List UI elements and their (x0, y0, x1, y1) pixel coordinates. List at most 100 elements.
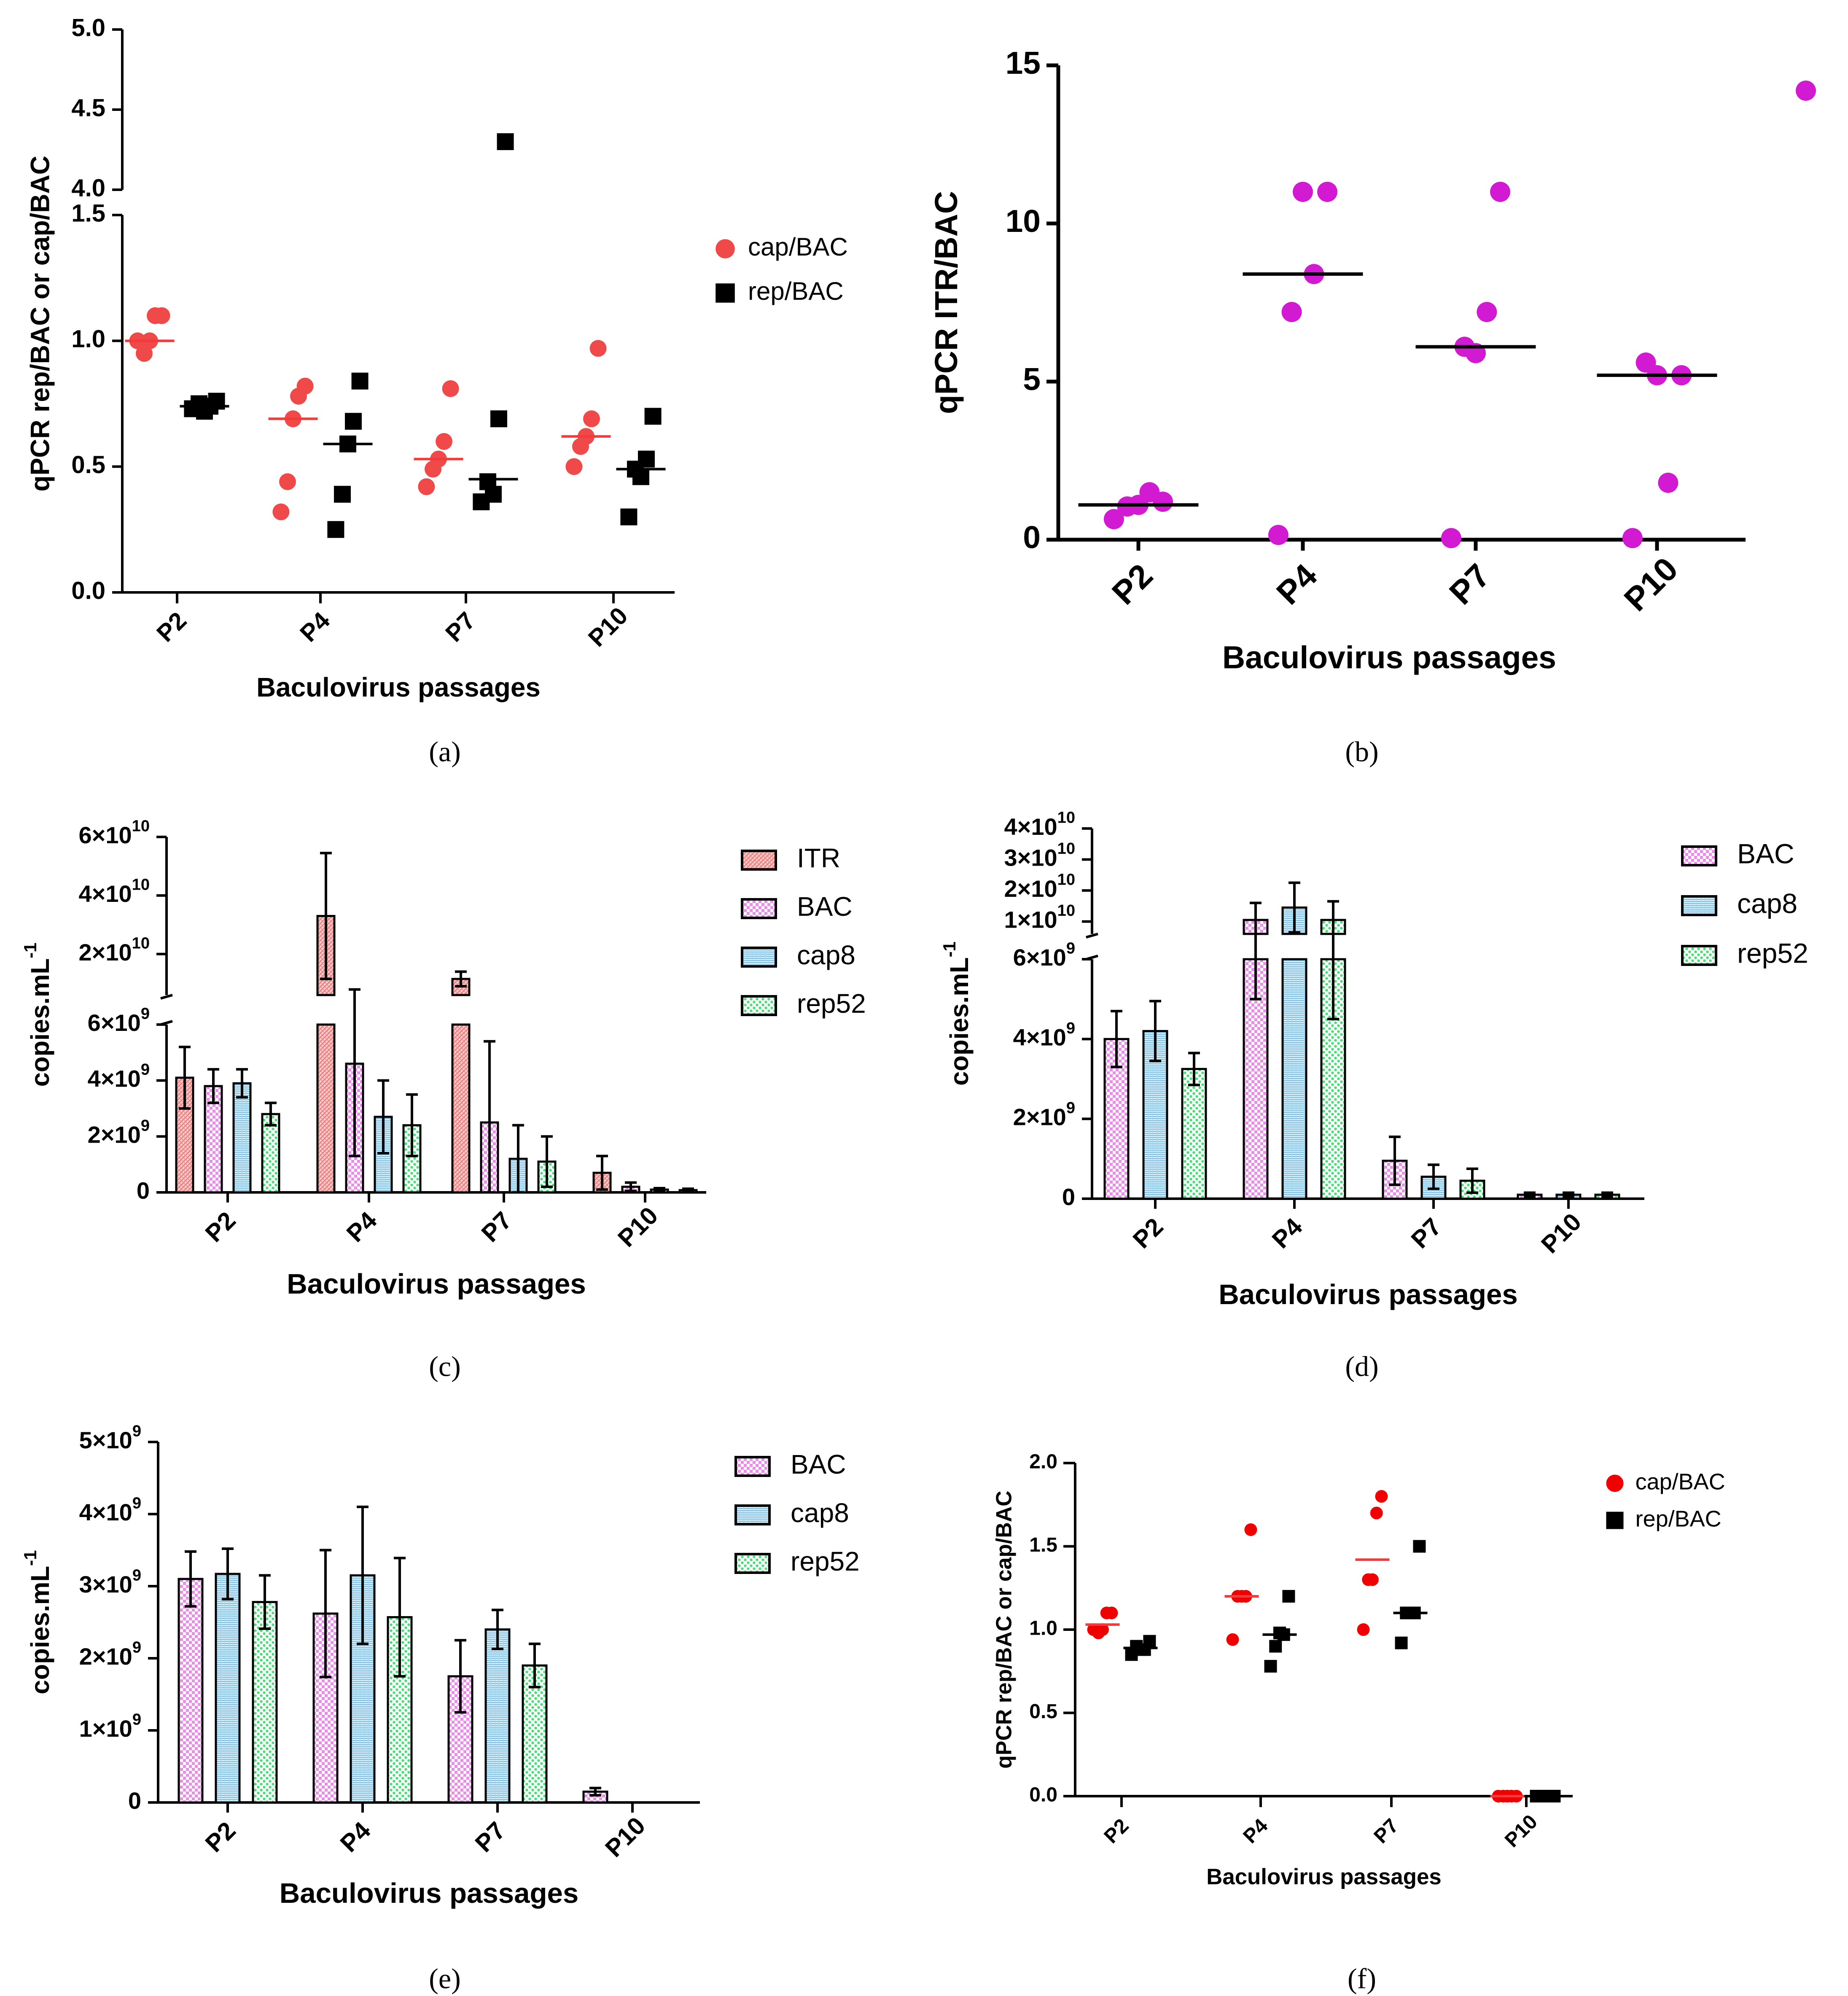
panel-caption: (f) (1348, 1963, 1376, 1995)
data-point-rep-BAC (644, 408, 662, 425)
data-point-cap-BAC (436, 433, 452, 450)
y-tick-label-base: 4×10 (79, 880, 132, 907)
y-tick-label: 2.0 (1029, 1451, 1057, 1473)
data-point-rep-BAC (620, 508, 638, 525)
x-tick-label: P4 (295, 607, 335, 647)
x-tick-label: P10 (613, 1202, 663, 1252)
data-point-rep-BAC (351, 372, 369, 390)
data-point-rep-BAC (1269, 1640, 1282, 1653)
bar-BAC (178, 1578, 204, 1804)
legend-swatch-cap8 (741, 947, 777, 968)
y-tick-label: 0 (137, 1177, 150, 1204)
data-point-cap-BAC (1100, 1606, 1113, 1619)
data-point-ITR-BAC (1441, 528, 1461, 549)
y-axis-title: copies.mL-1 (20, 943, 55, 1087)
data-point-cap-BAC (1375, 1490, 1388, 1503)
y-tick-label-exp: 9 (1066, 1020, 1075, 1037)
bar-ITR (316, 1023, 336, 1194)
panel-caption: (a) (429, 736, 460, 768)
y-tick-label-base: 1×10 (1004, 906, 1057, 933)
y-axis-title: qPCR rep/BAC or cap/BAC (26, 156, 55, 492)
legend-marker-rep-BAC (1606, 1512, 1624, 1529)
y-tick-label-base: 2×10 (79, 1643, 132, 1670)
data-point-cap-BAC (442, 380, 459, 397)
legend-label-BAC: BAC (797, 891, 853, 922)
legend-label-BAC: BAC (791, 1449, 846, 1480)
y-tick-label: 0.5 (71, 451, 105, 479)
legend-swatch-cap8 (1681, 895, 1717, 916)
y-tick-label-base: 0 (128, 1787, 141, 1814)
data-point-cap-BAC (1226, 1633, 1239, 1646)
legend-label-rep52: rep52 (1737, 937, 1808, 968)
x-tick-label: P7 (440, 607, 481, 647)
y-tick-label: 6×1010 (79, 818, 150, 848)
y-tick-label-base: 3×10 (1004, 844, 1057, 871)
x-tick-label: P10 (1617, 550, 1685, 618)
data-point-cap-BAC (136, 345, 153, 362)
x-axis-title: Baculovirus passages (280, 1878, 579, 1909)
y-tick-label-exp: 9 (141, 1061, 150, 1079)
data-point-cap-BAC (418, 478, 435, 495)
y-tick-label-exp: 9 (132, 1711, 141, 1729)
y-tick-label: 2×109 (88, 1117, 150, 1148)
y-axis-title-base: copies.mL (26, 958, 55, 1087)
legend-label-cap8: cap8 (791, 1498, 849, 1528)
data-point-rep-BAC (1413, 1540, 1426, 1553)
y-tick-label-exp: 10 (1057, 840, 1075, 858)
data-point-cap-BAC (1096, 1623, 1109, 1636)
x-tick-label: P7 (470, 1817, 511, 1858)
y-tick-label: 2×1010 (79, 934, 150, 965)
x-tick-label: P7 (1406, 1213, 1447, 1254)
y-tick-label-exp: 10 (1057, 809, 1075, 827)
x-tick-label: P10 (1501, 1810, 1542, 1852)
data-point-ITR-BAC (1658, 473, 1679, 493)
x-tick-label: P4 (1269, 557, 1324, 611)
y-tick-label-exp: 9 (141, 1117, 150, 1135)
y-axis-title: qPCR ITR/BAC (928, 191, 964, 414)
y-tick-label: 0 (128, 1787, 141, 1814)
y-tick-label-exp: 10 (1057, 871, 1075, 889)
bar-rep52 (252, 1601, 278, 1804)
y-tick-label: 0 (1023, 519, 1041, 555)
x-tick-label: P2 (1128, 1213, 1169, 1254)
y-tick-label-base: 4×10 (79, 1499, 132, 1525)
legend-label-BAC: BAC (1737, 838, 1794, 869)
data-point-ITR-BAC (1281, 302, 1302, 322)
data-point-rep-BAC (334, 486, 351, 503)
x-tick-label: P7 (1370, 1815, 1403, 1848)
data-point-rep-BAC (1264, 1660, 1277, 1673)
y-tick-label-base: 4×10 (1004, 813, 1057, 840)
y-tick-label: 4.5 (71, 94, 105, 121)
y-tick-label: 1.5 (71, 199, 105, 227)
data-point-ITR-BAC (1293, 182, 1313, 202)
y-tick-label: 3×1010 (1004, 840, 1076, 871)
data-point-rep-BAC (1395, 1636, 1408, 1649)
y-tick-label-exp: 9 (1066, 1099, 1075, 1117)
y-tick-label-exp: 9 (141, 1005, 150, 1023)
y-tick-label: 15 (1006, 45, 1041, 81)
data-point-cap-BAC (1244, 1523, 1257, 1536)
data-point-rep-BAC (345, 413, 362, 430)
panel-caption: (c) (429, 1350, 460, 1383)
y-tick-label: 4×109 (1013, 1020, 1075, 1050)
legend-label-ITR: ITR (797, 843, 840, 873)
x-tick-label: P2 (151, 607, 192, 647)
x-tick-label: P7 (476, 1207, 517, 1248)
data-point-cap-BAC (583, 410, 600, 428)
y-tick-label: 5 (1023, 361, 1041, 397)
data-point-cap-BAC (1357, 1623, 1370, 1636)
data-point-cap-BAC (565, 458, 583, 475)
data-point-rep-BAC (490, 410, 507, 428)
data-point-rep-BAC (497, 133, 514, 150)
legend-swatch-ITR (741, 850, 777, 871)
y-tick-label: 0.0 (1029, 1784, 1057, 1806)
y-tick-label: 2×109 (79, 1639, 141, 1670)
bar-cap8 (215, 1573, 241, 1804)
legend-swatch-cap8 (734, 1504, 771, 1525)
x-axis-title: Baculovirus passages (1219, 1279, 1518, 1310)
y-tick-label: 1.0 (1029, 1617, 1057, 1640)
x-tick-label: P7 (1442, 557, 1497, 611)
legend-swatch-BAC (734, 1456, 771, 1477)
data-point-cap-BAC (272, 503, 290, 521)
